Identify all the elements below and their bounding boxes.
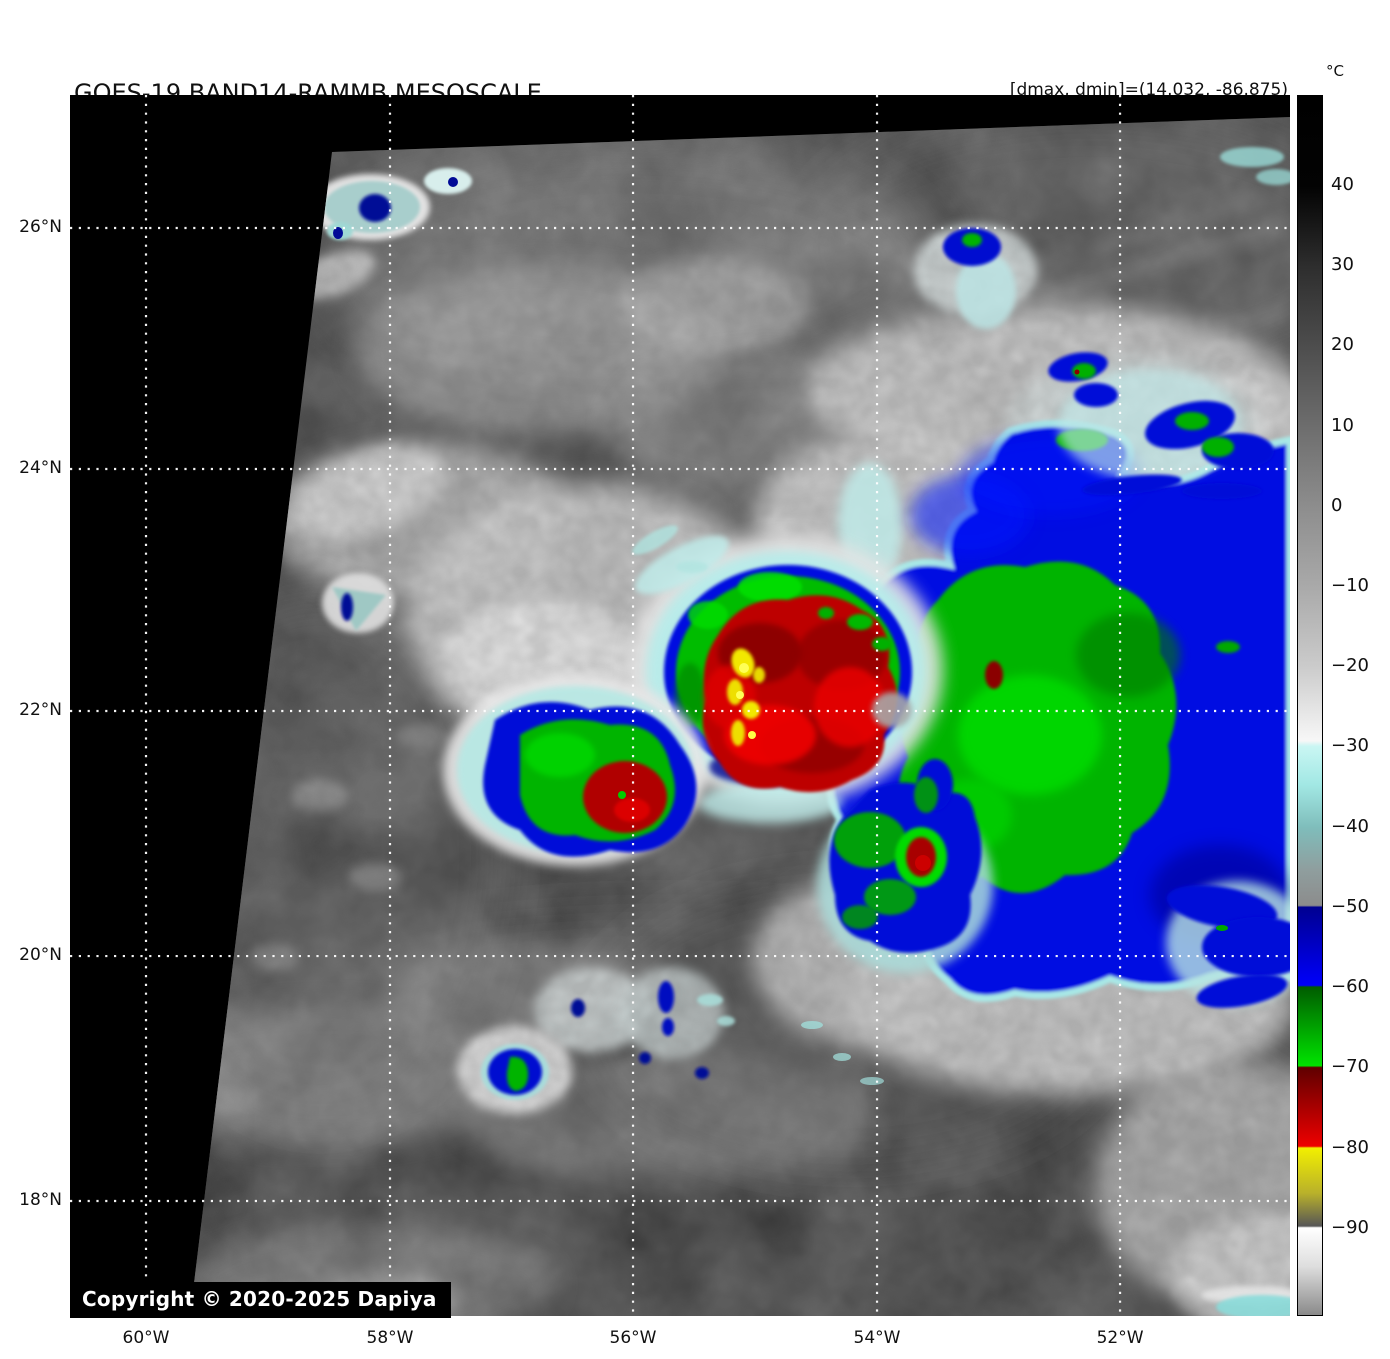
colorbar-tick-label: 30 [1331,253,1354,275]
colorbar-tick-label: −30 [1331,735,1369,757]
colorbar-unit-label: °C [1326,62,1344,80]
copyright-badge: Copyright © 2020-2025 Dapiya [70,1282,451,1318]
lon-tick-label: 60°W [122,1328,170,1348]
colorbar-tick-label: −40 [1331,815,1369,837]
colorbar-tick-label: −10 [1331,574,1369,596]
lat-tick-label: 18°N [19,1189,62,1210]
colorbar-tick-label: 0 [1331,494,1343,516]
colorbar-tick-label: −50 [1331,895,1369,917]
satellite-image [70,95,1290,1316]
lat-tick-label: 24°N [19,457,62,478]
lon-tick-label: 54°W [853,1328,901,1348]
lat-tick-label: 22°N [19,699,62,720]
lat-tick-label: 26°N [19,216,62,237]
gridlines [70,95,1290,1316]
colorbar-tick-label: −90 [1331,1216,1369,1238]
colorbar-tick-label: −80 [1331,1136,1369,1158]
page-title: GOES-19 BAND14-RAMMB MESOSCALE [74,79,542,107]
colorbar-tick-label: −70 [1331,1056,1369,1078]
satellite-map [70,95,1290,1316]
lon-tick-label: 56°W [609,1328,657,1348]
colorbar-tick-label: 40 [1331,173,1354,195]
lat-tick-label: 20°N [19,945,62,966]
colorbar-tick-label: 20 [1331,333,1354,355]
mcs-yellow-overshoot [727,648,765,746]
colorbar-tick-label: −60 [1331,975,1369,997]
colorbar [1297,95,1323,1316]
colorbar-tick-label: 10 [1331,415,1354,436]
lon-tick-label: 58°W [366,1328,414,1348]
lon-tick-label: 52°W [1096,1328,1144,1348]
colorbar-tick-label: −20 [1331,655,1369,677]
imagery-region [190,117,1290,1316]
